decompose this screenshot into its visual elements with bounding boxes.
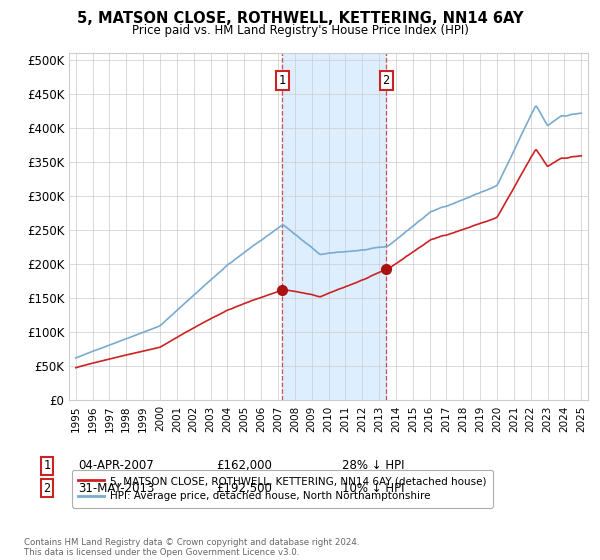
- Bar: [282, 53, 386, 400]
- Text: 31-MAY-2013: 31-MAY-2013: [78, 482, 154, 495]
- Text: 04-APR-2007: 04-APR-2007: [78, 459, 154, 473]
- Text: £162,000: £162,000: [216, 459, 272, 473]
- Text: £192,500: £192,500: [216, 482, 272, 495]
- Text: Contains HM Land Registry data © Crown copyright and database right 2024.
This d: Contains HM Land Registry data © Crown c…: [24, 538, 359, 557]
- Text: Price paid vs. HM Land Registry's House Price Index (HPI): Price paid vs. HM Land Registry's House …: [131, 24, 469, 36]
- Text: 1: 1: [278, 74, 286, 87]
- Text: 2: 2: [383, 74, 389, 87]
- Text: 2: 2: [43, 482, 50, 495]
- Text: 5, MATSON CLOSE, ROTHWELL, KETTERING, NN14 6AY: 5, MATSON CLOSE, ROTHWELL, KETTERING, NN…: [77, 11, 523, 26]
- Text: 10% ↓ HPI: 10% ↓ HPI: [342, 482, 404, 495]
- Text: 1: 1: [43, 459, 50, 473]
- Text: 28% ↓ HPI: 28% ↓ HPI: [342, 459, 404, 473]
- Legend: 5, MATSON CLOSE, ROTHWELL, KETTERING, NN14 6AY (detached house), HPI: Average pr: 5, MATSON CLOSE, ROTHWELL, KETTERING, NN…: [71, 470, 493, 507]
